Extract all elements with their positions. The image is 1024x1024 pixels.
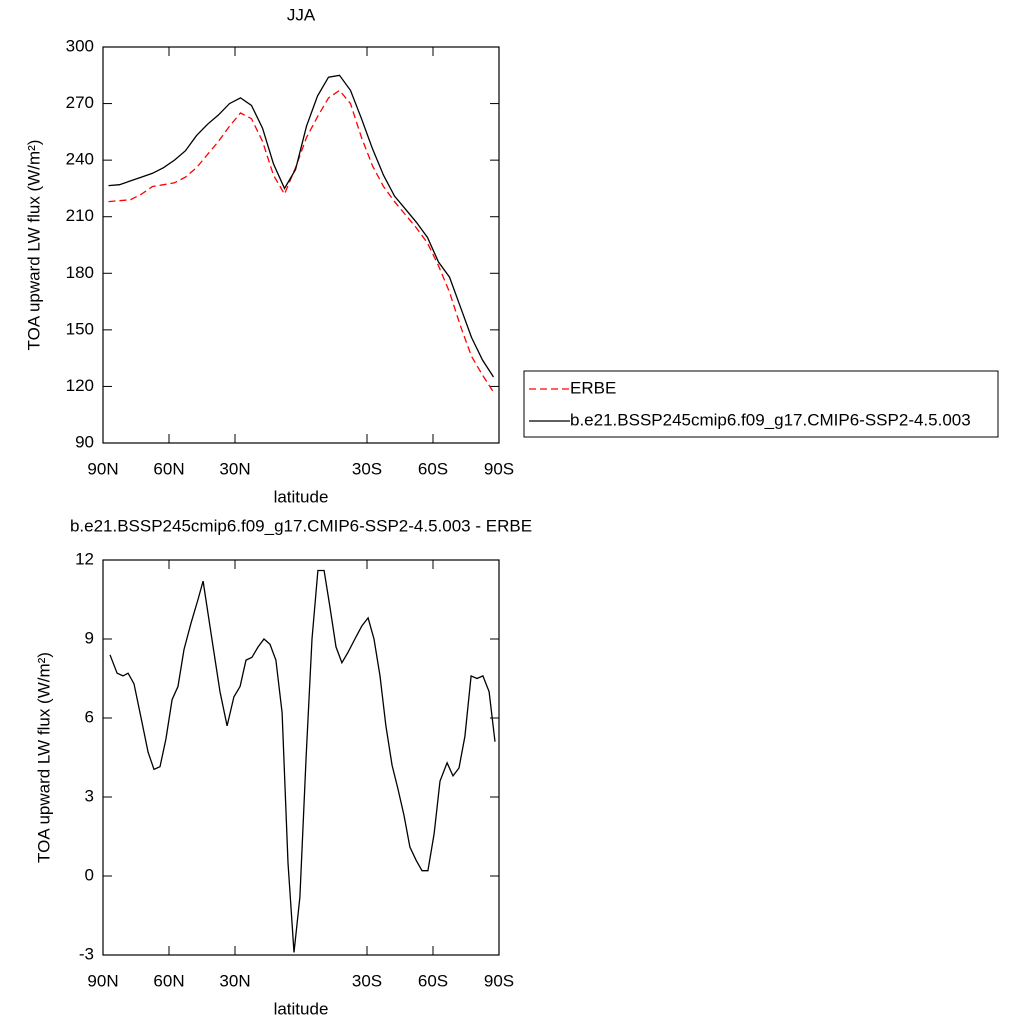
y-tick-label: 3 bbox=[85, 786, 94, 805]
chart-title: JJA bbox=[287, 5, 316, 24]
x-tick-label: 90S bbox=[484, 459, 514, 478]
legend-label: ERBE bbox=[570, 378, 616, 397]
y-axis-label: TOA upward LW flux (W/m²) bbox=[24, 140, 43, 351]
y-tick-label: 300 bbox=[66, 36, 94, 55]
y-tick-label: 120 bbox=[66, 376, 94, 395]
y-tick-label: 150 bbox=[66, 319, 94, 338]
x-tick-label: 30N bbox=[219, 971, 250, 990]
y-tick-label: 180 bbox=[66, 263, 94, 282]
x-tick-label: 90S bbox=[484, 971, 514, 990]
y-tick-label: 210 bbox=[66, 206, 94, 225]
x-tick-label: 30S bbox=[352, 971, 382, 990]
y-tick-label: 9 bbox=[85, 628, 94, 647]
legend-box bbox=[523, 370, 999, 438]
x-tick-label: 30S bbox=[352, 459, 382, 478]
y-tick-label: 0 bbox=[85, 865, 94, 884]
x-tick-label: 90N bbox=[87, 971, 118, 990]
data-line bbox=[108, 74, 495, 378]
x-tick-label: 90N bbox=[87, 459, 118, 478]
x-tick-label: 60S bbox=[418, 971, 448, 990]
x-axis-label: latitude bbox=[274, 487, 329, 506]
data-line bbox=[108, 89, 495, 393]
x-tick-label: 30N bbox=[219, 459, 250, 478]
y-tick-label: -3 bbox=[79, 944, 94, 963]
x-tick-label: 60N bbox=[153, 459, 184, 478]
data-line bbox=[109, 569, 496, 953]
plot-frame bbox=[102, 46, 500, 444]
plot-frame bbox=[102, 559, 500, 956]
y-tick-label: 90 bbox=[75, 432, 94, 451]
x-tick-label: 60N bbox=[153, 971, 184, 990]
x-tick-label: 60S bbox=[418, 459, 448, 478]
y-axis-label: TOA upward LW flux (W/m²) bbox=[34, 652, 53, 863]
y-tick-label: 6 bbox=[85, 707, 94, 726]
y-tick-label: 270 bbox=[66, 93, 94, 112]
chart-title: b.e21.BSSP245cmip6.f09_g17.CMIP6-SSP2-4.… bbox=[70, 516, 532, 535]
y-tick-label: 240 bbox=[66, 150, 94, 169]
x-axis-label: latitude bbox=[274, 999, 329, 1018]
legend-label: b.e21.BSSP245cmip6.f09_g17.CMIP6-SSP2-4.… bbox=[570, 410, 971, 429]
y-tick-label: 12 bbox=[75, 549, 94, 568]
